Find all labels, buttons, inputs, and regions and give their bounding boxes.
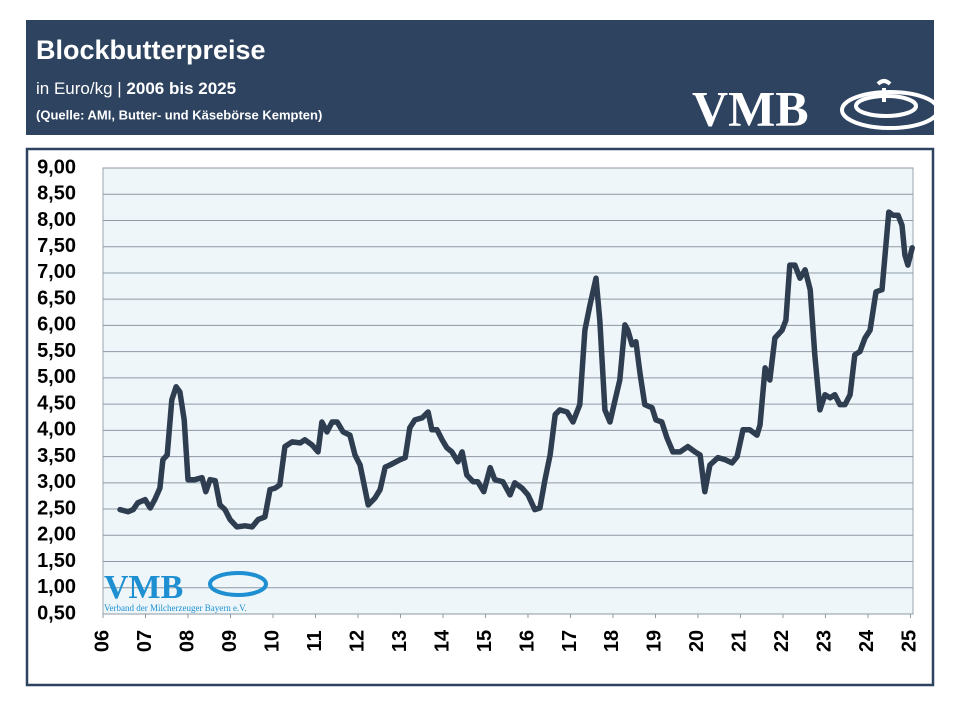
y-tick-label: 0,50 — [37, 602, 76, 624]
watermark-logo: VMB — [104, 569, 183, 606]
y-tick-label: 4,50 — [37, 392, 76, 414]
y-tick-label: 9,00 — [37, 156, 76, 178]
y-tick-label: 7,00 — [37, 261, 76, 283]
y-tick-label: 2,50 — [37, 497, 76, 519]
subtitle: in Euro/kg | 2006 bis 2025 — [36, 79, 236, 98]
source: (Quelle: AMI, Butter- und Käsebörse Kemp… — [36, 107, 322, 122]
x-tick-label: 20 — [686, 630, 708, 652]
y-tick-label: 8,50 — [37, 183, 76, 205]
y-tick-label: 1,50 — [37, 550, 76, 572]
x-tick-label: 17 — [559, 630, 581, 652]
y-tick-label: 8,00 — [37, 209, 76, 231]
x-tick-label: 23 — [814, 630, 836, 652]
x-tick-label: 18 — [601, 630, 623, 652]
x-tick-label: 07 — [134, 630, 156, 652]
y-tick-label: 6,50 — [37, 287, 76, 309]
y-tick-label: 5,50 — [37, 340, 76, 362]
y-tick-label: 5,00 — [37, 366, 76, 388]
price-line — [117, 209, 915, 530]
subtitle-years: 2006 bis 2025 — [126, 79, 236, 98]
x-tick-label: 12 — [346, 630, 368, 652]
watermark-swirl — [208, 571, 268, 597]
x-tick-label: 21 — [729, 630, 751, 652]
watermark-caption: Verband der Milcherzeuger Bayern e.V. — [104, 603, 247, 613]
logo-swirl — [840, 79, 940, 130]
x-tick-label: 19 — [644, 630, 666, 652]
x-tick-label: 13 — [389, 630, 411, 652]
x-tick-label: 10 — [261, 630, 283, 652]
subtitle-text: in Euro/kg | — [36, 79, 122, 98]
x-tick-label: 14 — [431, 629, 453, 652]
y-tick-label: 3,00 — [37, 471, 76, 493]
header-panel — [26, 20, 934, 135]
x-tick-label: 25 — [899, 630, 921, 652]
marks — [117, 209, 915, 530]
plot-area — [102, 167, 914, 615]
y-tick-label: 7,50 — [37, 235, 76, 257]
y-tick-label: 1,00 — [37, 576, 76, 598]
x-tick-label: 06 — [91, 630, 113, 652]
grid: 0,50 1,00 1,50 2,00 2,50 3,00 3,50 4,00 4,50 5,00… — [37, 156, 921, 652]
watermark: VMB Verband der Milcherzeuger Bayern e.V… — [104, 569, 268, 613]
y-tick-label: 3,50 — [37, 445, 76, 467]
x-tick-label: 15 — [474, 630, 496, 652]
x-tick-label: 24 — [856, 629, 878, 652]
x-tick-label: 09 — [219, 630, 241, 652]
logo: VMB — [692, 80, 809, 136]
y-tick-label: 6,00 — [37, 314, 76, 336]
x-tick-label: 08 — [176, 630, 198, 652]
swirl-outer — [840, 90, 940, 130]
y-tick-label: 4,00 — [37, 419, 76, 441]
swirl-figure — [876, 79, 892, 102]
x-tick-label: 16 — [516, 630, 538, 652]
title: Blockbutterpreise — [36, 35, 266, 65]
x-tick-label: 11 — [304, 630, 326, 651]
x-tick-label: 22 — [771, 630, 793, 652]
y-tick-label: 2,00 — [37, 524, 76, 546]
